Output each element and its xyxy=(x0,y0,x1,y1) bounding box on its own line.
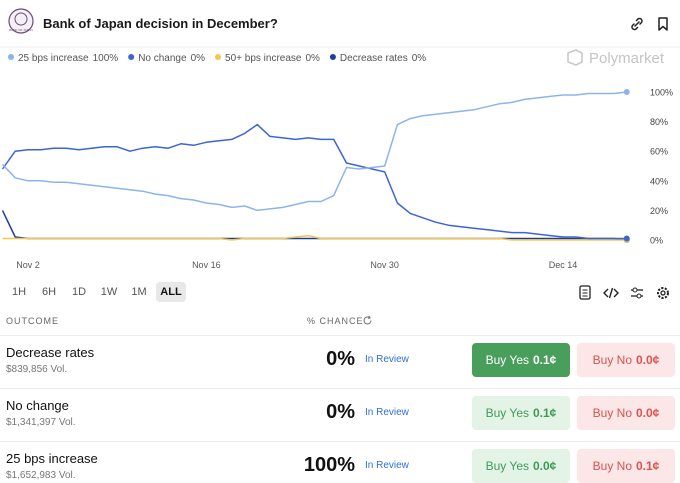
button-label: Buy Yes xyxy=(485,406,529,420)
y-tick-label: 40% xyxy=(650,176,668,186)
outcome-chance: 0% xyxy=(326,401,355,423)
chart: Polymarket 25 bps increase 100% No change 0… xyxy=(0,46,680,271)
legend: 25 bps increase 100% No change 0% 50+ bps in… xyxy=(8,53,426,64)
button-price: 0.1¢ xyxy=(636,459,660,473)
legend-swatch xyxy=(215,54,222,60)
buy-no-button[interactable]: Buy No 0.0¢ xyxy=(577,343,675,377)
button-price: 0.0¢ xyxy=(636,353,660,367)
outcome-chance: 100% xyxy=(303,454,355,476)
link-icon[interactable] xyxy=(629,16,645,32)
gear-icon[interactable] xyxy=(657,287,669,299)
outcome-chance: 0% xyxy=(326,348,355,370)
logo-text: BANK OF JAPAN xyxy=(9,28,32,32)
button-price: 0.1¢ xyxy=(533,353,557,367)
range-tab[interactable]: 6H xyxy=(41,286,57,298)
range-tab[interactable]: 1M xyxy=(131,286,147,298)
buy-yes-button[interactable]: Buy Yes 0.1¢ xyxy=(472,343,570,377)
end-dot xyxy=(623,89,630,95)
market-title: Bank of Japan decision in December? xyxy=(43,16,278,31)
y-tick-label: 80% xyxy=(650,117,668,127)
embed-icon[interactable] xyxy=(603,287,619,299)
outcome-volume: $1,652,983 Vol. xyxy=(6,470,76,481)
range-tab[interactable]: 1H xyxy=(11,286,27,298)
legend-swatch xyxy=(8,54,14,60)
legend-swatch xyxy=(128,54,135,60)
row-divider xyxy=(0,441,680,442)
range-tab[interactable]: 1W xyxy=(100,286,118,298)
buy-no-button[interactable]: Buy No 0.1¢ xyxy=(577,449,675,483)
button-label: Buy Yes xyxy=(485,459,529,473)
button-label: Buy Yes xyxy=(485,353,529,367)
button-label: Buy No xyxy=(592,353,632,367)
market-logo: BANK OF JAPAN xyxy=(8,8,34,34)
x-tick-label: Nov 2 xyxy=(16,260,40,270)
brand-logo: Polymarket xyxy=(567,49,665,67)
end-dot xyxy=(623,235,630,242)
x-tick-label: Nov 30 xyxy=(370,260,399,270)
legend-label: No change xyxy=(138,53,187,64)
x-tick-label: Nov 16 xyxy=(192,260,221,270)
plot xyxy=(1,89,630,243)
column-header: OUTCOME xyxy=(6,316,59,326)
y-tick-label: 60% xyxy=(650,147,668,157)
column-header: % CHANCE xyxy=(307,316,364,326)
legend-swatch xyxy=(329,54,336,60)
refresh-icon[interactable] xyxy=(362,315,373,326)
button-label: Buy No xyxy=(592,406,632,420)
legend-value: 0% xyxy=(305,53,320,64)
outcome-name: No change xyxy=(6,398,69,413)
chart-tools xyxy=(579,285,669,300)
brand-name: Polymarket xyxy=(589,50,665,67)
outcome-name: Decrease rates xyxy=(6,345,95,360)
outcome-volume: $1,341,397 Vol. xyxy=(6,417,76,428)
y-tick-label: 20% xyxy=(650,206,668,216)
button-price: 0.1¢ xyxy=(533,406,557,420)
row-divider xyxy=(0,388,680,389)
bookmark-icon[interactable] xyxy=(656,16,670,32)
legend-label: 25 bps increase xyxy=(18,53,89,64)
legend-value: 100% xyxy=(93,53,119,64)
legend-value: 0% xyxy=(412,53,427,64)
doc-icon[interactable] xyxy=(579,285,591,300)
series-line xyxy=(1,210,627,241)
outcome-status: In Review xyxy=(365,354,409,365)
row-divider xyxy=(0,335,680,336)
series-line xyxy=(2,234,627,241)
series-line xyxy=(1,123,627,240)
y-tick-label: 0% xyxy=(650,236,663,246)
buy-no-button[interactable]: Buy No 0.0¢ xyxy=(577,396,675,430)
series-line xyxy=(1,91,627,212)
range-tab[interactable]: 1D xyxy=(71,286,87,298)
button-label: Buy No xyxy=(592,459,632,473)
outcome-name: 25 bps increase xyxy=(6,451,98,466)
outcome-status: In Review xyxy=(365,407,409,418)
button-price: 0.0¢ xyxy=(533,459,557,473)
outcome-status: In Review xyxy=(365,460,409,471)
axis: 0% 20% 40% 60% 80% 100% Nov 2 Nov 16 Nov 30 Dec 1… xyxy=(16,88,673,271)
range-tab[interactable]: ALL xyxy=(156,282,186,302)
y-tick-label: 100% xyxy=(650,88,673,98)
buy-yes-button[interactable]: Buy Yes 0.1¢ xyxy=(472,396,570,430)
outcome-volume: $839,856 Vol. xyxy=(6,364,68,375)
legend-label: Decrease rates xyxy=(340,53,408,64)
button-price: 0.0¢ xyxy=(636,406,660,420)
legend-label: 50+ bps increase xyxy=(225,53,302,64)
settings-icon[interactable] xyxy=(631,287,643,299)
x-tick-label: Dec 14 xyxy=(549,260,578,270)
legend-value: 0% xyxy=(191,53,206,64)
buy-yes-button[interactable]: Buy Yes 0.0¢ xyxy=(472,449,570,483)
